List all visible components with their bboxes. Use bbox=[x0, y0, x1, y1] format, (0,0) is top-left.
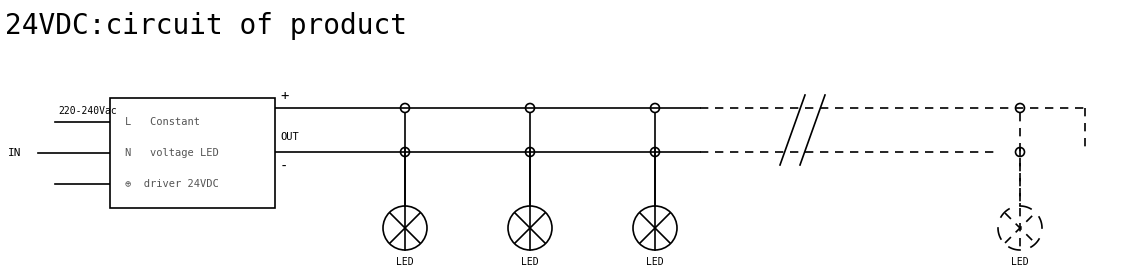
Text: LED: LED bbox=[646, 257, 664, 267]
Bar bbox=[110, 98, 275, 208]
Text: +: + bbox=[280, 89, 289, 103]
Text: LED: LED bbox=[396, 257, 414, 267]
Text: 220-240Vac: 220-240Vac bbox=[58, 106, 116, 116]
Text: ⊕  driver 24VDC: ⊕ driver 24VDC bbox=[126, 179, 219, 189]
Text: OUT: OUT bbox=[280, 132, 299, 142]
Text: LED: LED bbox=[521, 257, 539, 267]
Text: L   Constant: L Constant bbox=[126, 117, 200, 127]
Text: 24VDC:circuit of product: 24VDC:circuit of product bbox=[5, 12, 407, 40]
Text: -: - bbox=[280, 160, 289, 174]
Text: LED: LED bbox=[1011, 257, 1029, 267]
Text: IN: IN bbox=[8, 148, 22, 158]
Text: N   voltage LED: N voltage LED bbox=[126, 148, 219, 158]
